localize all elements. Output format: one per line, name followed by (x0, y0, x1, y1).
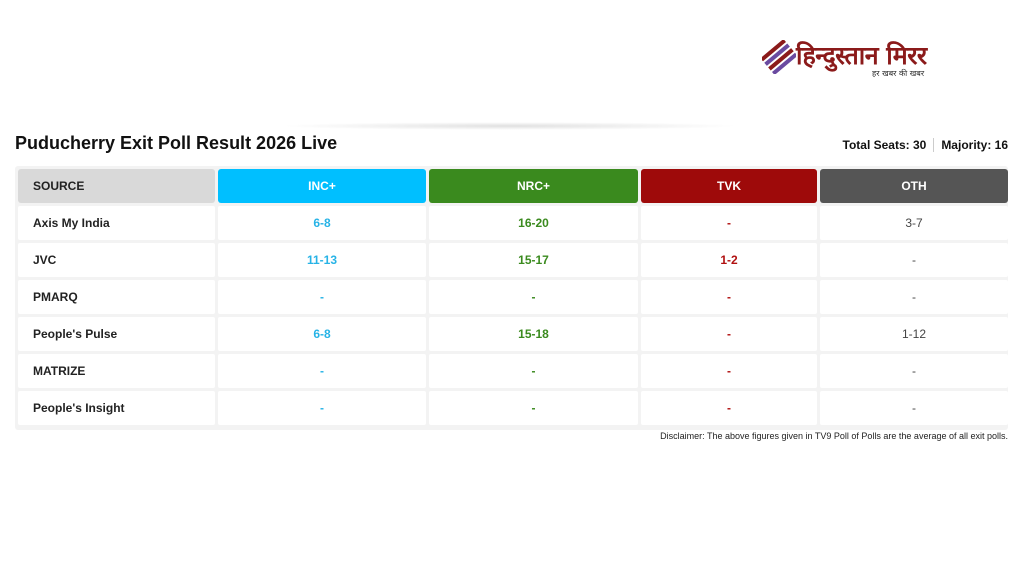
table-row: JVC 11-13 15-17 1-2 - (18, 243, 1008, 277)
table-row: Axis My India 6-8 16-20 - 3-7 (18, 206, 1008, 240)
total-seats: Total Seats: 30 (842, 138, 927, 152)
page-title: Puducherry Exit Poll Result 2026 Live (15, 133, 338, 153)
logo-tagline: हर खबर की खबर (872, 69, 925, 78)
header-source: SOURCE (18, 169, 215, 203)
header-nrc: NRC+ (429, 169, 638, 203)
cell-nrc: 16-20 (429, 206, 638, 240)
table-row: PMARQ - - - - (18, 280, 1008, 314)
table-row: People's Insight - - - - (18, 391, 1008, 425)
cell-oth: - (820, 243, 1008, 277)
row-source: People's Insight (18, 391, 215, 425)
cell-inc: - (218, 391, 426, 425)
cell-inc: - (218, 280, 426, 314)
cell-tvk: - (641, 391, 817, 425)
row-source: PMARQ (18, 280, 215, 314)
cell-oth: - (820, 391, 1008, 425)
cell-oth: 3-7 (820, 206, 1008, 240)
cell-tvk: 1-2 (641, 243, 817, 277)
majority: Majority: 16 (941, 138, 1008, 152)
logo-stripes-icon (762, 40, 796, 74)
header-inc: INC+ (218, 169, 426, 203)
table-row: People's Pulse 6-8 15-18 - 1-12 (18, 317, 1008, 351)
cell-nrc: 15-18 (429, 317, 638, 351)
cell-inc: 11-13 (218, 243, 426, 277)
cell-tvk: - (641, 206, 817, 240)
row-source: MATRIZE (18, 354, 215, 388)
header-oth: OTH (820, 169, 1008, 203)
cell-tvk: - (641, 317, 817, 351)
row-source: Axis My India (18, 206, 215, 240)
header-tvk: TVK (641, 169, 817, 203)
cell-nrc: - (429, 280, 638, 314)
cell-nrc: - (429, 354, 638, 388)
cell-inc: 6-8 (218, 317, 426, 351)
cell-nrc: - (429, 391, 638, 425)
table-header-row: SOURCE INC+ NRC+ TVK OTH (18, 169, 1008, 203)
cell-oth: 1-12 (820, 317, 1008, 351)
cell-inc: 6-8 (218, 206, 426, 240)
decorative-shadow (280, 122, 740, 130)
summary-divider (933, 138, 935, 152)
cell-inc: - (218, 354, 426, 388)
cell-tvk: - (641, 280, 817, 314)
cell-oth: - (820, 280, 1008, 314)
table-row: MATRIZE - - - - (18, 354, 1008, 388)
results-table: SOURCE INC+ NRC+ TVK OTH Axis My India 6… (15, 166, 1011, 428)
row-source: JVC (18, 243, 215, 277)
disclaimer-text: Disclaimer: The above figures given in T… (660, 431, 1008, 441)
row-source: People's Pulse (18, 317, 215, 351)
site-logo[interactable]: हिन्दुस्तान मिरर हर खबर की खबर (762, 38, 942, 82)
seat-summary: Total Seats: 30 Majority: 16 (842, 138, 1008, 152)
cell-oth: - (820, 354, 1008, 388)
logo-name: हिन्दुस्तान मिरर (796, 41, 927, 70)
cell-nrc: 15-17 (429, 243, 638, 277)
cell-tvk: - (641, 354, 817, 388)
exit-poll-table: SOURCE INC+ NRC+ TVK OTH Axis My India 6… (15, 166, 1008, 430)
